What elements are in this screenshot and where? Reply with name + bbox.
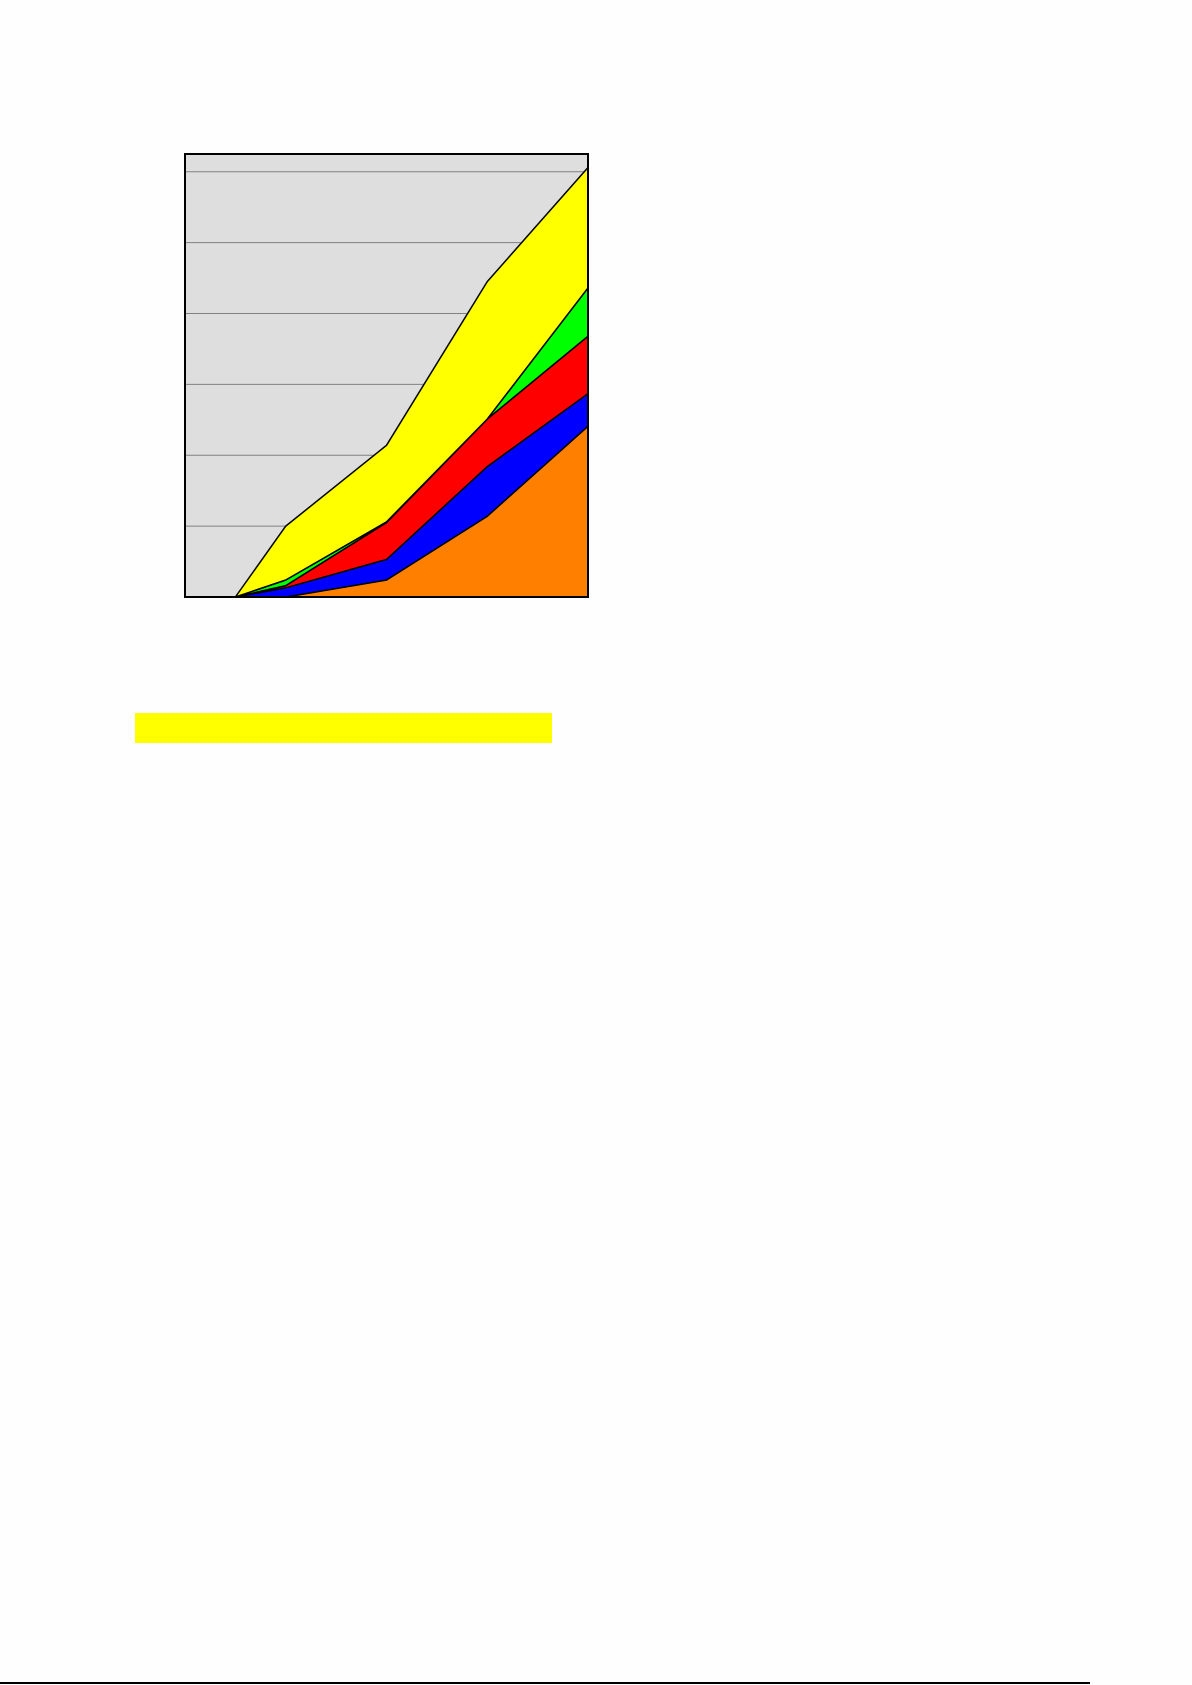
plot-frame [184, 153, 589, 598]
highlight-bar [135, 713, 552, 743]
footer-divider [0, 1682, 1090, 1684]
stacked-area-chart [184, 153, 589, 598]
